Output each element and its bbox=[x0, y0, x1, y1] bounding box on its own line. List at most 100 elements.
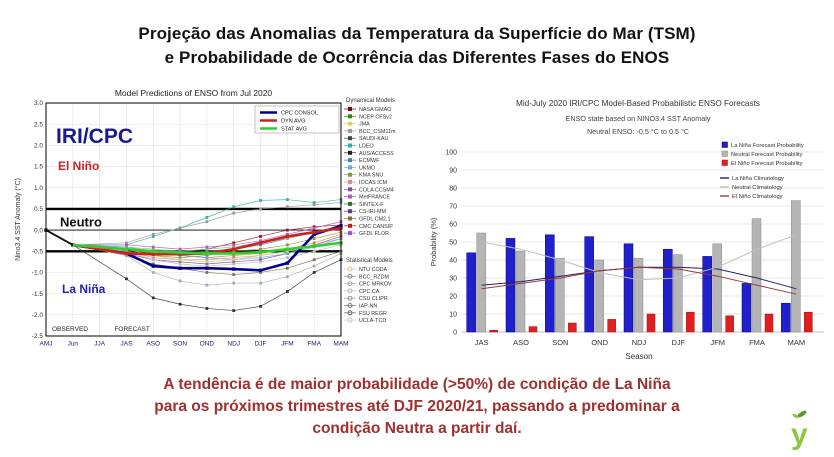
model-marker bbox=[205, 256, 209, 260]
model-marker bbox=[259, 254, 262, 257]
model-marker bbox=[151, 245, 155, 249]
bar bbox=[515, 250, 526, 333]
legend-label: CPC MRKOV bbox=[359, 282, 392, 288]
model-marker bbox=[125, 254, 128, 257]
bar bbox=[781, 302, 791, 333]
legend-label: Neutral Climatology bbox=[732, 185, 783, 191]
plume-ylabel: Nino3.4 SST Anomaly (°C) bbox=[14, 178, 22, 261]
legend-label: LDEO bbox=[359, 144, 374, 150]
bar bbox=[764, 313, 774, 333]
model-marker bbox=[285, 243, 289, 247]
forecast-label: FORECAST bbox=[114, 326, 149, 333]
bar bbox=[584, 236, 594, 333]
la-nina-label: La Niña bbox=[62, 282, 106, 296]
model-marker bbox=[125, 245, 128, 249]
y-tick-label: 70 bbox=[449, 204, 457, 211]
legend-label: El Niño Forecast Probability bbox=[731, 161, 803, 167]
bar bbox=[791, 200, 801, 333]
model-marker bbox=[232, 256, 236, 260]
y-tick-label: 0.0 bbox=[34, 227, 43, 234]
model-marker bbox=[205, 264, 209, 268]
model-marker bbox=[151, 271, 155, 274]
y-tick-label: 30 bbox=[449, 276, 457, 283]
legend-label: El Niño Climatology bbox=[732, 194, 783, 200]
prob-title: Mid-July 2020 IRI/CPC Model-Based Probab… bbox=[516, 99, 760, 108]
model-marker bbox=[205, 247, 209, 251]
model-marker bbox=[151, 232, 155, 236]
x-tick-label: ASO bbox=[513, 338, 529, 347]
legend-title: Statistical Models bbox=[346, 258, 393, 264]
y-tick-label: 60 bbox=[449, 222, 457, 229]
bar bbox=[545, 234, 555, 333]
bar bbox=[476, 232, 486, 333]
legend-label: NASA GMAO bbox=[359, 107, 391, 113]
x-tick-label: OND bbox=[200, 341, 215, 348]
bar bbox=[568, 322, 577, 333]
model-marker bbox=[232, 309, 236, 312]
x-tick-label: SON bbox=[552, 338, 568, 347]
model-marker bbox=[178, 247, 182, 251]
legend-label: Neutral Forecast Probability bbox=[731, 152, 803, 158]
model-marker bbox=[312, 241, 316, 245]
x-tick-label: FMA bbox=[749, 338, 765, 347]
model-line bbox=[72, 199, 342, 246]
legend-label: AUS/ACCESS bbox=[359, 151, 394, 157]
legend-label: NTU CODA bbox=[359, 267, 388, 273]
prob-subtitle2: Neutral ENSO: -0.5 °C to 0.5 °C bbox=[587, 127, 689, 136]
legend-label: FSU REGR bbox=[359, 311, 387, 317]
model-marker bbox=[285, 237, 289, 240]
x-tick-label: JJA bbox=[94, 341, 106, 348]
model-marker bbox=[232, 273, 236, 276]
y-tick-label: 1.5 bbox=[34, 164, 43, 171]
el-nino-label: El Niño bbox=[58, 159, 99, 173]
model-marker bbox=[232, 211, 236, 215]
model-marker bbox=[259, 260, 262, 264]
x-tick-label: JFM bbox=[710, 338, 725, 347]
bar bbox=[623, 243, 634, 333]
model-marker bbox=[232, 245, 236, 249]
legend-label: SINTEX-F bbox=[359, 202, 384, 208]
average-line bbox=[72, 226, 342, 256]
page-title: Projeção das Anomalias da Temperatura da… bbox=[138, 24, 696, 67]
x-tick-label: JFM bbox=[281, 341, 294, 348]
model-marker bbox=[151, 235, 155, 238]
plume-chart-svg: AMJ Jun JJA JAS ASO SON OND NDJ DJF JFM FMA MAM -2.5… bbox=[14, 88, 396, 348]
bar bbox=[555, 257, 565, 333]
model-marker bbox=[232, 241, 236, 245]
climatology-line bbox=[481, 234, 797, 281]
y-tick-label: 20 bbox=[449, 294, 457, 301]
legend-label: UCLA-TCD bbox=[359, 318, 386, 324]
model-marker bbox=[205, 260, 209, 264]
x-tick-label: OND bbox=[591, 338, 608, 347]
model-marker bbox=[151, 296, 155, 300]
plume-plot: AMJ Jun JJA JAS ASO SON OND NDJ DJF JFM FMA MAM -2.5… bbox=[14, 88, 349, 348]
legend-label: La Niña Climatology bbox=[732, 176, 784, 182]
model-marker bbox=[285, 275, 289, 279]
legend-label: CS-IRI-MM bbox=[359, 209, 386, 215]
model-marker bbox=[205, 220, 209, 224]
model-marker bbox=[259, 239, 262, 243]
legend-label: IOCAS ICM bbox=[359, 180, 388, 186]
legend-label: IAP-NN bbox=[359, 304, 377, 310]
model-marker bbox=[205, 254, 209, 257]
y-tick-label: 10 bbox=[449, 312, 457, 319]
model-marker bbox=[259, 271, 262, 274]
legend-label: BCC_RZDM bbox=[359, 274, 389, 280]
model-line bbox=[72, 244, 342, 311]
y-tick-label: -2.5 bbox=[32, 333, 44, 340]
model-marker bbox=[232, 258, 236, 262]
model-line bbox=[72, 221, 342, 250]
y-tick-label: 80 bbox=[449, 186, 457, 193]
model-marker bbox=[312, 271, 316, 274]
bar bbox=[702, 256, 712, 333]
prob-subtitle1: ENSO state based on NINO3.4 SST Anomaly bbox=[566, 114, 711, 123]
model-marker bbox=[259, 243, 262, 247]
legend-label: GFDL CM2.1 bbox=[359, 217, 391, 223]
model-marker bbox=[232, 262, 236, 266]
y-tick-label: 1.0 bbox=[34, 185, 43, 192]
model-marker bbox=[312, 226, 316, 230]
x-tick-label: DJF bbox=[255, 341, 267, 348]
